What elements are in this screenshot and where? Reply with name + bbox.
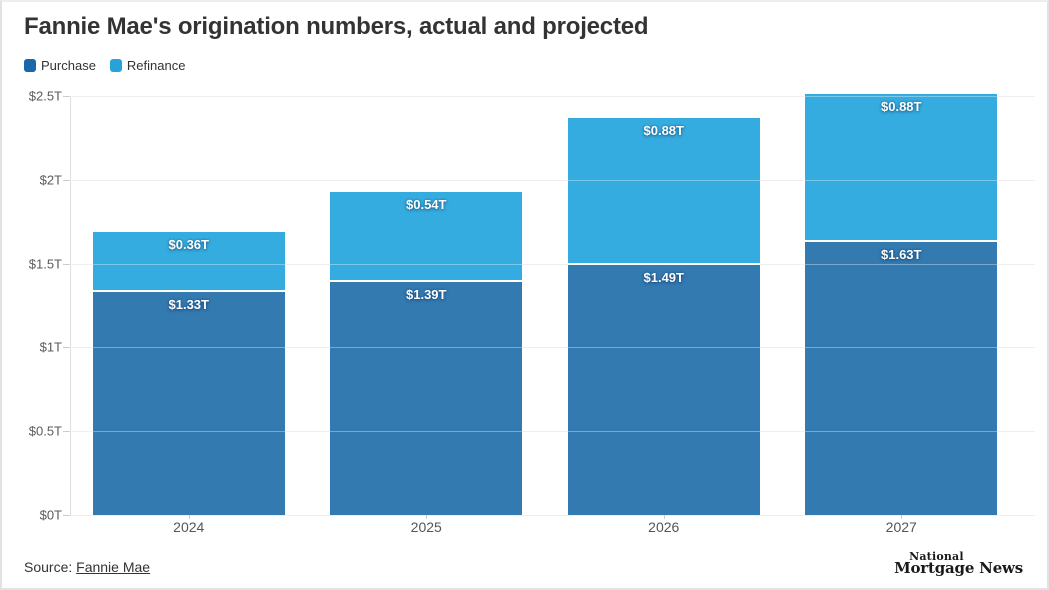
stacked-bar-2026: $0.88T $1.49T [567,117,760,515]
stacked-bar-2025: $0.54T $1.39T [330,191,523,515]
y-axis-labels: $0T $0.5T $1T $1.5T $2T $2.5T [0,89,62,523]
x-tick-mark [426,515,428,519]
y-tick-mark [63,179,70,181]
bars-layer: $0.36T $1.33T $0.54T $1.39T $0.88T $1.49T $0.8… [70,94,1021,515]
chart-legend: Purchase Refinance [24,58,185,73]
purchase-segment-2024: $1.33T [92,292,285,515]
gridline [70,179,1035,181]
y-axis-line [70,96,71,515]
stacked-bar-2024: $0.36T $1.33T [92,231,285,515]
source-line: Source: Fannie Mae [24,559,150,575]
gridline [70,96,1035,97]
bar-group-2026: $0.88T $1.49T [545,96,783,515]
purchase-segment-2026: $1.49T [567,265,760,515]
x-tick-label-2025: 2025 [410,519,442,535]
refinance-segment-2025: $0.54T [330,191,523,283]
gridline [70,347,1035,349]
chart-title: Fannie Mae's origination numbers, actual… [24,13,649,40]
y-tick-label: $0.5T [28,423,62,439]
legend-label: Purchase [41,58,96,73]
x-axis-labels: 2024 2025 2026 2027 [70,519,1020,535]
gridline [70,263,1035,265]
legend-swatch-icon [109,59,122,72]
bar-group-2025: $0.54T $1.39T [308,96,546,515]
legend-label: Refinance [126,58,186,73]
y-tick-label: $0T [39,507,62,523]
source-link[interactable]: Fannie Mae [76,559,151,575]
purchase-value-label: $1.33T [168,297,209,313]
refinance-segment-2026: $0.88T [567,117,760,266]
purchase-segment-2025: $1.39T [330,282,523,515]
purchase-value-label: $1.49T [643,270,684,286]
y-tick-mark [63,515,70,516]
y-tick-label: $2.5T [28,88,62,104]
purchase-value-label: $1.63T [881,246,922,262]
refinance-segment-2027: $0.88T [805,94,998,242]
y-tick-mark [63,96,70,97]
y-tick-mark [63,263,70,265]
y-tick-label: $1.5T [28,256,62,272]
bar-group-2027: $0.88T $1.63T [783,94,1021,515]
stacked-bar-2027: $0.88T $1.63T [805,94,998,515]
refinance-value-label: $0.36T [168,236,209,252]
logo-line2: Mortgage News [894,559,1023,577]
y-tick-label: $2T [39,172,62,188]
legend-item-refinance: Refinance [109,58,186,73]
gridline [70,515,1035,516]
x-tick-mark [663,515,665,519]
national-mortgage-news-logo: National Mortgage News [894,551,1023,576]
refinance-value-label: $0.88T [881,99,922,115]
y-tick-mark [63,347,70,349]
legend-item-purchase: Purchase [24,58,96,73]
gridline [70,431,1035,433]
source-prefix: Source: [24,559,73,575]
x-tick-mark [188,515,190,519]
x-tick-mark [901,515,903,519]
y-tick-mark [63,431,70,433]
bar-group-2024: $0.36T $1.33T [70,96,308,515]
logo-line1: National [909,550,964,563]
x-tick-label-2027: 2027 [885,519,917,535]
refinance-value-label: $0.54T [406,196,447,212]
purchase-value-label: $1.39T [406,287,447,303]
y-tick-label: $1T [39,339,62,355]
refinance-value-label: $0.88T [643,122,684,138]
purchase-segment-2027: $1.63T [805,241,998,515]
legend-swatch-icon [24,59,36,72]
refinance-segment-2024: $0.36T [92,231,285,293]
x-tick-label-2026: 2026 [648,519,680,535]
x-tick-label-2024: 2024 [173,519,205,535]
plot-area: $0.36T $1.33T $0.54T $1.39T $0.88T $1.49T $0.8… [63,94,1035,516]
